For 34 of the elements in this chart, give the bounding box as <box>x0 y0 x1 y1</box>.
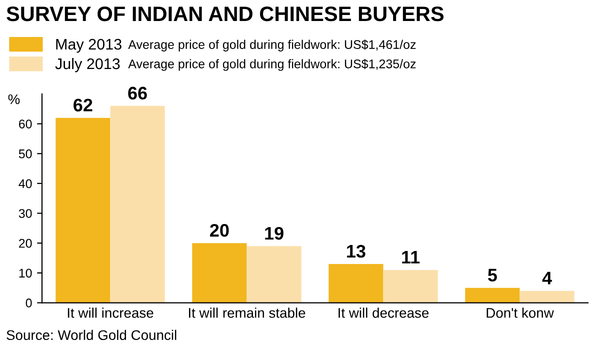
y-tick-label: 20 <box>19 238 32 248</box>
y-tick-label: 50 <box>18 149 32 158</box>
data-label: 13 <box>347 244 366 258</box>
y-tick-label: 10 <box>19 268 32 278</box>
data-label: 19 <box>265 226 284 240</box>
source-note: Source: World Gold Council <box>6 330 176 340</box>
bar <box>465 288 520 303</box>
bar <box>246 246 302 303</box>
bar <box>56 118 110 303</box>
x-tick-label: It will increase <box>68 308 154 318</box>
x-tick-label: It will decrease <box>338 308 429 318</box>
bar <box>110 106 165 303</box>
bar <box>328 264 384 303</box>
y-tick-label: 30 <box>18 209 32 218</box>
y-axis-title: % <box>8 94 20 104</box>
data-label: 62 <box>74 98 92 112</box>
data-label: 20 <box>210 224 229 237</box>
y-tick-label: 60 <box>19 120 32 128</box>
x-tick-label: Don't konw <box>486 308 554 318</box>
data-label: 4 <box>542 272 552 284</box>
data-label: 5 <box>488 268 497 282</box>
chart-title: SURVEY OF INDIAN AND CHINESE BUYERS <box>6 6 444 22</box>
bar <box>520 290 574 303</box>
bar <box>383 270 438 303</box>
text: Average price of gold during fieldwork: US$1,235/oz <box>128 58 416 71</box>
text: Average price of gold during fieldwork: US$1,461/oz <box>128 40 416 52</box>
data-label: 11 <box>402 251 420 264</box>
data-label: 66 <box>128 86 147 100</box>
y-tick-label: 0 <box>26 298 32 308</box>
x-tick-label: It will remain stable <box>188 308 306 318</box>
legend-label: May 2013 <box>56 38 122 53</box>
y-tick-label: 40 <box>18 179 32 188</box>
legend-label: July 2013 <box>55 58 120 72</box>
bar <box>192 243 247 303</box>
